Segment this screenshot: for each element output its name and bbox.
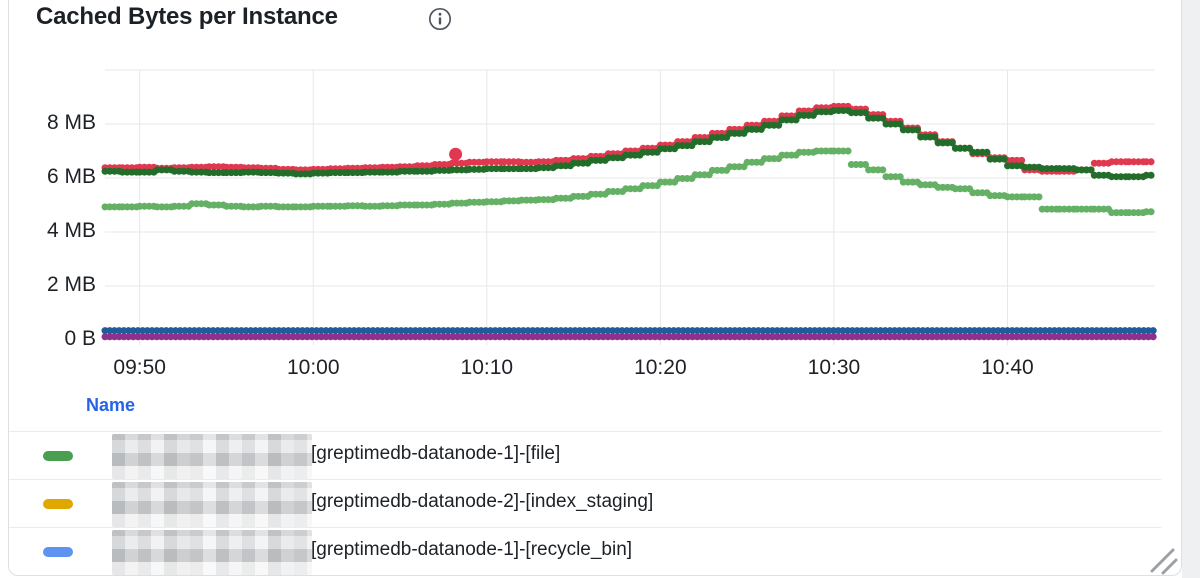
info-icon[interactable] [428, 7, 452, 31]
panel-card [8, 0, 1182, 576]
redacted-text [112, 530, 312, 575]
series-color-marker [43, 499, 73, 509]
legend-row[interactable]: [greptimedb-datanode-2]-[index_staging] [9, 479, 1161, 528]
x-tick-label: 10:20 [634, 356, 687, 379]
x-tick-label: 10:40 [981, 356, 1034, 379]
outlier-point [449, 147, 463, 161]
x-tick-label: 10:30 [807, 356, 861, 379]
y-tick-label: 8 MB [46, 111, 96, 134]
resize-handle-icon[interactable] [1148, 546, 1180, 576]
legend-row[interactable]: [greptimedb-datanode-1]-[recycle_bin] [9, 527, 1161, 576]
series-color-marker [43, 547, 73, 557]
y-tick-label: 0 B [64, 327, 96, 350]
legend-row-label[interactable]: [greptimedb-datanode-1]-[recycle_bin] [311, 539, 633, 560]
series-light-green [101, 147, 1159, 217]
x-tick-label: 10:00 [286, 356, 340, 379]
series-color-marker [43, 451, 73, 461]
legend-column-header-name[interactable]: Name [86, 395, 136, 415]
legend-row[interactable]: [greptimedb-datanode-1]-[file] [9, 431, 1161, 480]
series-dark-green [101, 107, 1159, 181]
redacted-text [112, 434, 312, 479]
legend-row-label[interactable]: [greptimedb-datanode-2]-[index_staging] [311, 491, 654, 512]
x-tick-label: 09:50 [113, 356, 166, 379]
y-tick-label: 4 MB [46, 219, 96, 242]
chart-canvas[interactable] [0, 0, 1200, 395]
page-background-strip [1182, 0, 1200, 578]
redacted-text [112, 482, 312, 527]
panel-title: Cached Bytes per Instance [36, 3, 338, 30]
legend-row-label[interactable]: [greptimedb-datanode-1]-[file] [311, 443, 561, 464]
y-tick-label: 2 MB [46, 273, 96, 296]
y-tick-label: 6 MB [46, 165, 96, 188]
x-tick-label: 10:10 [460, 356, 514, 379]
